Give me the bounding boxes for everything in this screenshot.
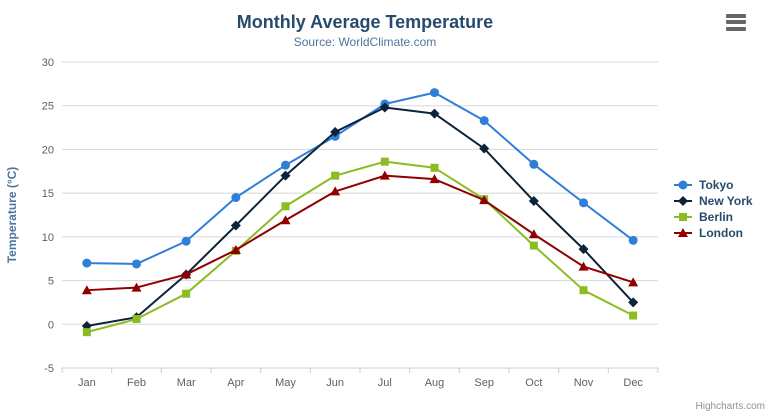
x-axis-label: Jul: [378, 377, 392, 389]
legend-label-new-york: New York: [699, 194, 753, 208]
data-point-berlin-nov[interactable]: [579, 286, 588, 295]
data-point-tokyo-apr[interactable]: [231, 193, 241, 203]
legend-marker-new-york: [674, 196, 692, 206]
data-point-berlin-oct[interactable]: [529, 241, 538, 250]
data-point-tokyo-sep[interactable]: [479, 116, 489, 126]
data-point-tokyo-may[interactable]: [281, 160, 290, 170]
credits-link[interactable]: Highcharts.com: [695, 401, 765, 412]
chart-title: Monthly Average Temperature: [236, 12, 494, 32]
legend: Tokyo New York Berlin London: [674, 177, 753, 241]
x-axis-label: Dec: [623, 377, 643, 389]
data-point-tokyo-aug[interactable]: [430, 88, 439, 98]
x-axis-label: May: [275, 377, 296, 389]
y-axis-label: 15: [42, 188, 54, 200]
series-new-york: [81, 102, 639, 332]
data-point-london-may[interactable]: [280, 215, 291, 225]
series-tokyo: [82, 88, 638, 269]
data-point-london-feb[interactable]: [131, 282, 142, 292]
y-axis-label: 30: [42, 57, 54, 69]
data-point-berlin-jan[interactable]: [82, 328, 91, 337]
legend-item-berlin[interactable]: Berlin: [674, 209, 753, 225]
x-axis-label: Sep: [474, 377, 494, 389]
data-point-london-mar[interactable]: [181, 269, 192, 279]
y-axis-label: 0: [48, 319, 54, 331]
data-point-berlin-mar[interactable]: [182, 289, 191, 298]
series-line-new-york[interactable]: [86, 106, 634, 328]
data-point-london-oct[interactable]: [528, 229, 539, 239]
data-point-tokyo-dec[interactable]: [628, 235, 638, 245]
data-point-london-aug[interactable]: [429, 174, 440, 184]
data-point-berlin-feb[interactable]: [132, 315, 141, 324]
data-point-berlin-aug[interactable]: [430, 163, 439, 172]
data-point-tokyo-nov[interactable]: [579, 198, 588, 208]
data-point-tokyo-mar[interactable]: [181, 236, 191, 246]
series-line-berlin[interactable]: [86, 160, 634, 334]
data-point-london-jan[interactable]: [81, 285, 92, 295]
export-menu-button[interactable]: [726, 11, 750, 33]
data-point-berlin-jul[interactable]: [380, 157, 389, 166]
data-point-london-jul[interactable]: [379, 170, 390, 180]
data-point-new-york-dec[interactable]: [628, 297, 639, 308]
x-axis-label: Jun: [326, 377, 344, 389]
y-axis-label: 10: [42, 232, 54, 244]
legend-symbol-tokyo: [678, 180, 688, 190]
series-line-tokyo[interactable]: [86, 91, 634, 265]
data-point-berlin-dec[interactable]: [629, 311, 638, 320]
x-axis-label: Oct: [525, 377, 542, 389]
data-point-berlin-jun[interactable]: [331, 171, 340, 180]
legend-symbol-berlin: [679, 213, 687, 221]
legend-marker-berlin: [674, 213, 692, 221]
legend-label-tokyo: Tokyo: [699, 178, 734, 192]
data-point-tokyo-jan[interactable]: [82, 258, 92, 268]
series-line-london[interactable]: [86, 174, 634, 292]
data-point-london-sep[interactable]: [479, 195, 490, 205]
legend-marker-london: [674, 228, 692, 237]
data-point-new-york-nov[interactable]: [578, 244, 589, 255]
data-point-london-dec[interactable]: [628, 277, 639, 287]
legend-item-new-york[interactable]: New York: [674, 193, 753, 209]
x-axis-label: Jan: [78, 377, 96, 389]
data-point-london-apr[interactable]: [230, 244, 241, 254]
data-point-new-york-jul[interactable]: [379, 102, 390, 113]
y-axis-label: 25: [42, 101, 54, 113]
data-point-new-york-jun[interactable]: [330, 126, 341, 137]
x-axis-label: Feb: [127, 377, 146, 389]
chart-subtitle: Source: WorldClimate.com: [293, 35, 437, 49]
data-point-london-nov[interactable]: [578, 261, 589, 271]
data-point-new-york-apr[interactable]: [230, 220, 241, 231]
legend-symbol-london: [678, 228, 688, 237]
legend-label-berlin: Berlin: [699, 210, 734, 224]
series-london: [81, 170, 639, 295]
data-point-london-jun[interactable]: [330, 186, 341, 196]
data-point-new-york-oct[interactable]: [528, 196, 539, 207]
hamburger-icon: [726, 26, 746, 31]
legend-item-tokyo[interactable]: Tokyo: [674, 177, 753, 193]
y-axis-label: 5: [48, 276, 54, 288]
legend-marker-tokyo: [674, 180, 692, 190]
data-point-berlin-may[interactable]: [281, 202, 290, 211]
x-axis-label: Nov: [574, 377, 594, 389]
y-axis-label: 20: [42, 144, 54, 156]
y-axis-title: Temperature (°C): [5, 167, 19, 264]
x-axis-label: Apr: [227, 377, 244, 389]
x-axis-label: Aug: [425, 377, 445, 389]
data-point-tokyo-feb[interactable]: [132, 259, 141, 269]
x-axis-label: Mar: [177, 377, 196, 389]
y-axis-label: -5: [44, 363, 54, 375]
legend-label-london: London: [699, 226, 743, 240]
data-point-new-york-may[interactable]: [280, 170, 291, 181]
data-point-new-york-sep[interactable]: [479, 143, 490, 154]
legend-item-london[interactable]: London: [674, 225, 753, 241]
hamburger-icon: [726, 20, 746, 24]
legend-symbol-new-york: [678, 196, 688, 206]
hamburger-icon: [726, 13, 746, 18]
data-point-new-york-aug[interactable]: [429, 108, 440, 119]
data-point-tokyo-oct[interactable]: [529, 159, 539, 169]
